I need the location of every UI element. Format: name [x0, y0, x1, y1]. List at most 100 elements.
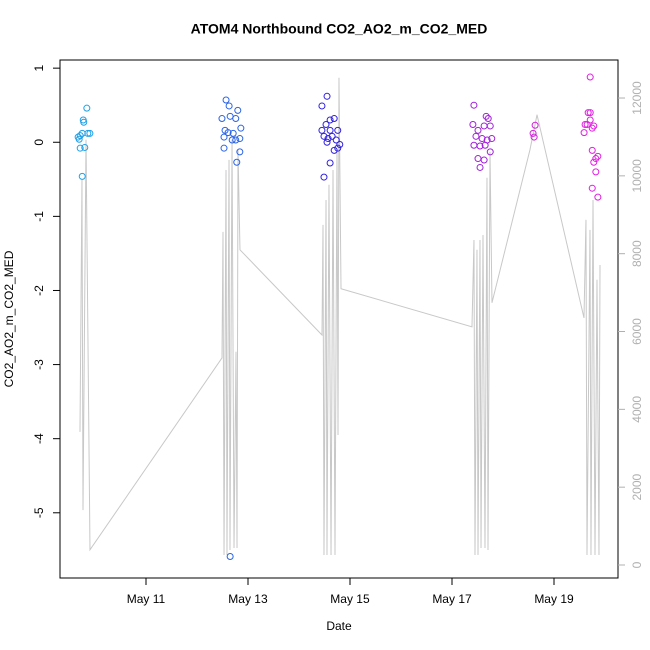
point	[220, 133, 228, 141]
y2-tick-label: 0	[630, 561, 644, 568]
point	[236, 148, 244, 156]
y2-tick-label: 6000	[630, 318, 644, 345]
point	[228, 136, 236, 144]
y2-tick-label: 8000	[630, 240, 644, 267]
x-tick-label: May 17	[432, 592, 472, 606]
point	[530, 133, 538, 141]
point	[226, 553, 234, 561]
point	[320, 173, 328, 181]
point	[476, 163, 484, 171]
y-tick-label: 0	[32, 139, 46, 146]
point	[488, 135, 496, 143]
point	[581, 120, 589, 128]
y2-tick-label: 4000	[630, 396, 644, 423]
plot-box	[59, 59, 619, 579]
point	[224, 129, 232, 137]
point	[592, 155, 600, 163]
chart-title: ATOM4 Northbound CO2_AO2_m_CO2_MED	[191, 21, 488, 37]
point	[76, 144, 84, 152]
point	[529, 129, 537, 137]
point	[590, 158, 598, 166]
point	[478, 135, 486, 143]
point	[326, 126, 334, 134]
point	[588, 124, 596, 132]
point	[222, 96, 230, 104]
point	[531, 121, 539, 129]
point	[78, 172, 86, 180]
point	[324, 135, 332, 143]
point	[332, 136, 340, 144]
point	[232, 115, 240, 123]
point	[334, 144, 342, 152]
point	[86, 129, 94, 137]
x-tick-label: May 13	[228, 592, 268, 606]
point	[586, 116, 594, 124]
point	[594, 152, 602, 160]
point	[334, 126, 342, 134]
point	[474, 155, 482, 163]
y-tick-label: -5	[32, 507, 46, 518]
point	[470, 101, 478, 109]
point	[586, 109, 594, 117]
point	[81, 143, 89, 151]
point	[237, 124, 245, 132]
line	[79, 77, 601, 556]
point	[330, 146, 338, 154]
point	[480, 122, 488, 130]
y2-tick-label: 10000	[630, 159, 644, 193]
point	[225, 102, 233, 110]
point	[482, 112, 490, 120]
point	[220, 144, 228, 152]
point	[234, 106, 242, 114]
y2-tick-label: 12000	[630, 81, 644, 115]
point	[484, 115, 492, 123]
point	[588, 146, 596, 154]
point	[476, 142, 484, 150]
point	[323, 138, 331, 146]
point	[474, 126, 482, 134]
point	[233, 158, 241, 166]
x-tick-label: May 15	[330, 592, 370, 606]
point	[588, 184, 596, 192]
point	[320, 132, 328, 140]
point	[75, 135, 83, 143]
point	[481, 141, 489, 149]
point	[326, 116, 334, 124]
point	[584, 109, 592, 117]
point	[323, 92, 331, 100]
point	[336, 140, 344, 148]
point	[472, 132, 480, 140]
point	[76, 132, 84, 140]
y-tick-label: 1	[32, 64, 46, 71]
point	[330, 115, 338, 123]
point	[326, 159, 334, 167]
point	[218, 115, 226, 123]
point	[486, 122, 494, 130]
point	[322, 120, 330, 128]
point	[229, 129, 237, 137]
point	[469, 120, 477, 128]
x-tick-label: May 11	[127, 592, 166, 606]
point	[83, 104, 91, 112]
x-tick-label: May 19	[534, 592, 574, 606]
point	[586, 73, 594, 81]
point	[232, 136, 240, 144]
point	[226, 112, 234, 120]
y-tick-label: -3	[32, 359, 46, 370]
point	[480, 156, 488, 164]
y2-tick-label: 2000	[630, 474, 644, 501]
point	[486, 148, 494, 156]
point	[318, 126, 326, 134]
point	[580, 129, 588, 137]
y-tick-label: -4	[32, 433, 46, 444]
point	[328, 132, 336, 140]
y-tick-label: -2	[32, 285, 46, 296]
y-axis-label: CO2_AO2_m_CO2_MED	[2, 250, 16, 387]
point	[236, 135, 244, 143]
point	[594, 193, 602, 201]
point	[592, 168, 600, 176]
y-tick-label: -1	[32, 211, 46, 222]
point	[80, 118, 88, 126]
